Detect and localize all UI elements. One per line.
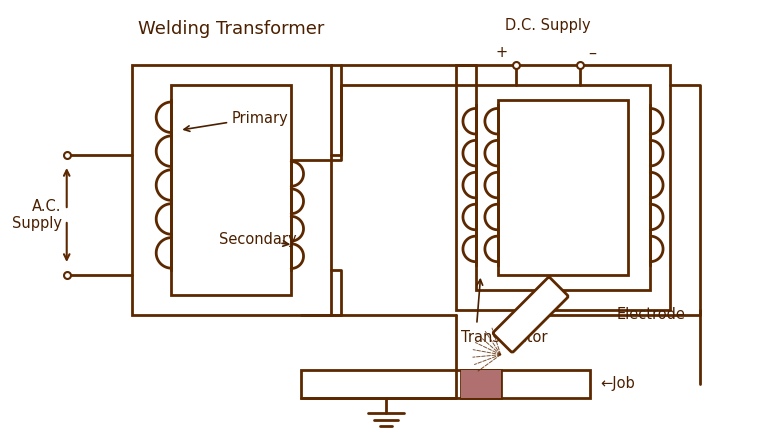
Bar bbox=[131, 65, 331, 315]
Bar bbox=[498, 100, 628, 275]
Bar bbox=[301, 370, 591, 397]
Text: +: + bbox=[495, 45, 508, 60]
Text: Welding Transformer: Welding Transformer bbox=[138, 20, 325, 39]
Bar bbox=[461, 370, 501, 397]
Bar bbox=[171, 85, 291, 295]
Bar bbox=[461, 370, 501, 397]
Text: A.C.
Supply: A.C. Supply bbox=[12, 199, 61, 231]
Text: Transductor: Transductor bbox=[461, 330, 548, 345]
Bar bbox=[475, 85, 650, 290]
Bar bbox=[455, 65, 670, 310]
Text: Primary: Primary bbox=[231, 111, 288, 126]
Text: Secondary: Secondary bbox=[220, 233, 297, 247]
Text: Electrode: Electrode bbox=[617, 307, 685, 322]
Text: –: – bbox=[588, 45, 597, 60]
FancyBboxPatch shape bbox=[493, 278, 568, 352]
Text: D.C. Supply: D.C. Supply bbox=[505, 19, 591, 33]
Text: ←Job: ←Job bbox=[601, 376, 635, 391]
